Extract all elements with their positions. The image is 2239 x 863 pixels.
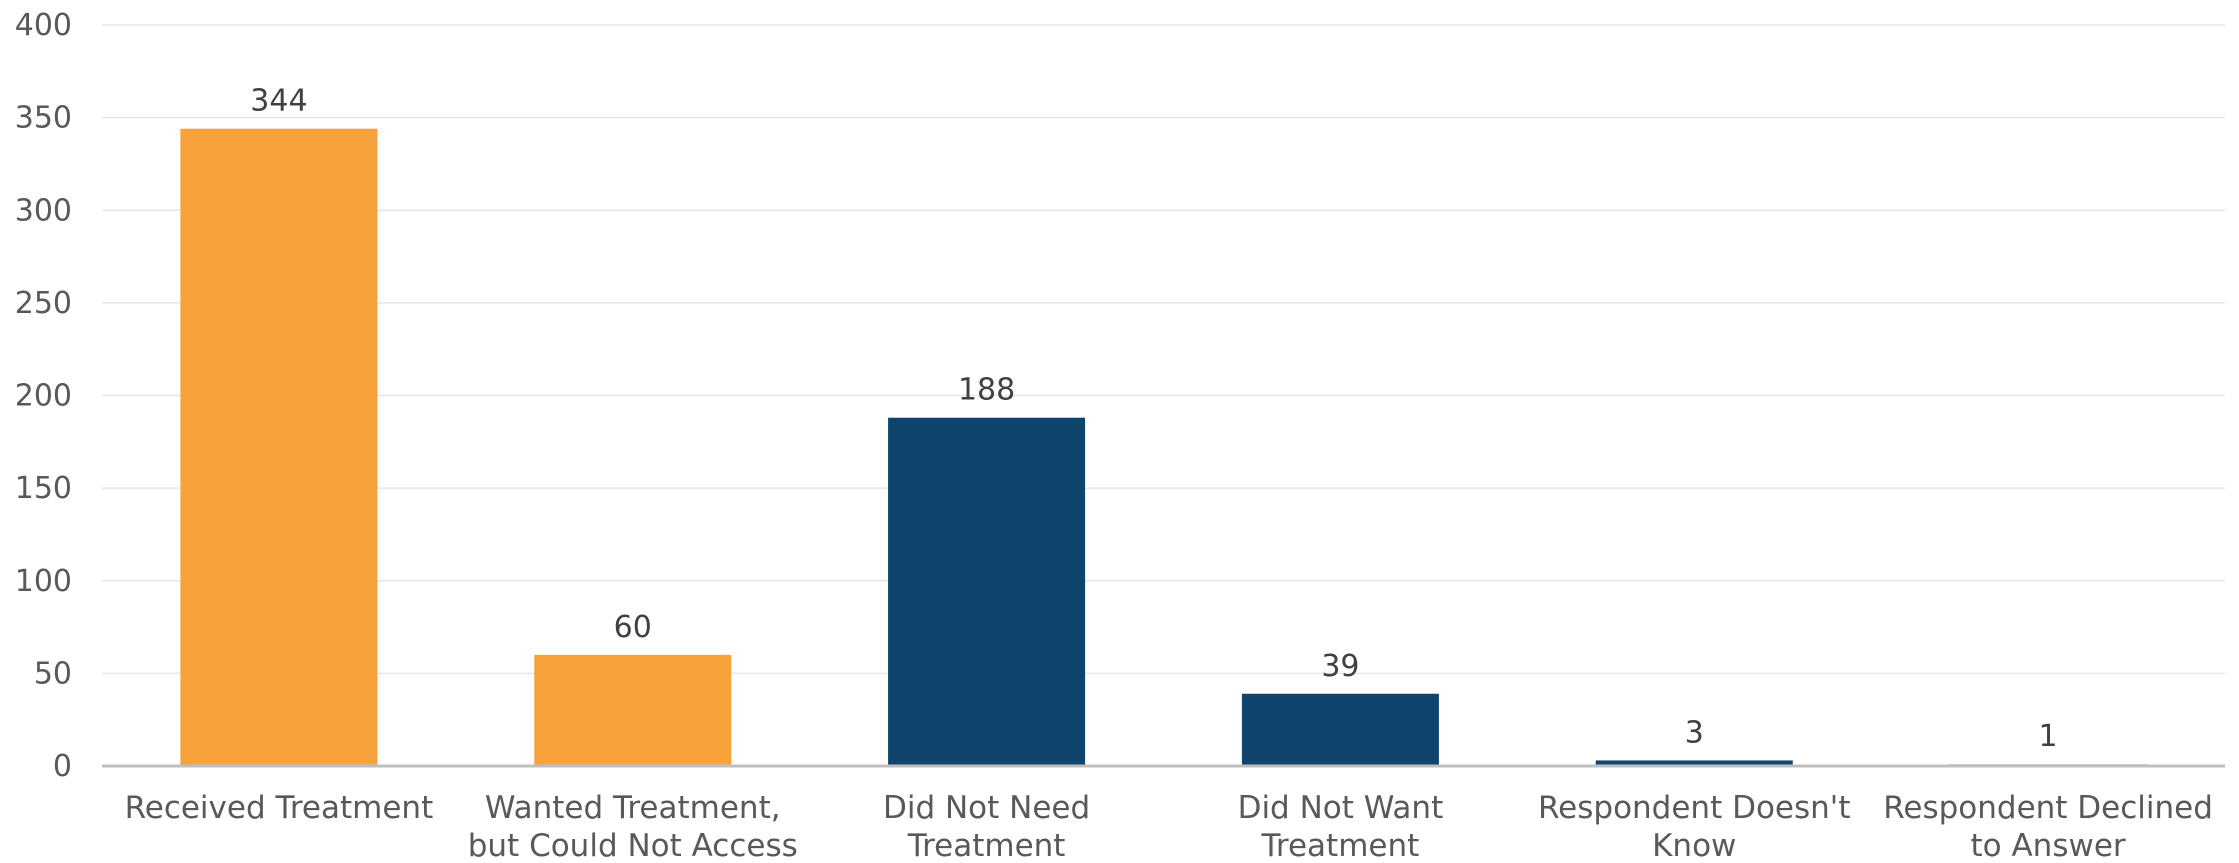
bar — [180, 128, 378, 767]
data-labels: 344 60 188 39 3 1 — [250, 84, 2057, 754]
x-axis-ticks: Received Treatment Wanted Treatment, but C… — [125, 790, 2213, 863]
data-label: 344 — [250, 84, 307, 119]
data-label: 60 — [614, 610, 652, 645]
data-label: 1 — [2039, 719, 2058, 754]
x-tick-label-line: Did Not Need — [883, 790, 1090, 826]
y-tick-label: 300 — [15, 193, 72, 228]
x-tick-label-line: Did Not Want — [1238, 790, 1444, 826]
data-label: 3 — [1685, 715, 1704, 750]
y-axis-ticks: 0 50 100 150 200 250 300 350 400 — [15, 8, 72, 784]
x-tick-label-line: Respondent Doesn't — [1538, 790, 1850, 826]
y-tick-label: 400 — [15, 8, 72, 43]
y-tick-label: 150 — [15, 471, 72, 506]
y-tick-label: 350 — [15, 101, 72, 136]
bar — [1241, 693, 1439, 766]
x-tick-label: Received Treatment — [125, 790, 434, 826]
data-label: 39 — [1321, 649, 1359, 684]
bars — [180, 128, 2147, 767]
y-tick-label: 100 — [15, 564, 72, 599]
x-tick-label-line: Wanted Treatment, — [485, 790, 781, 826]
x-tick-label-line: Received Treatment — [125, 790, 434, 826]
y-tick-label: 0 — [53, 749, 72, 784]
x-tick-label: Did Not Want Treatment — [1238, 790, 1444, 859]
x-tick-label-line: Respondent Declined — [1883, 790, 2213, 826]
x-tick-label-line: Know — [1652, 828, 1736, 859]
y-tick-label: 50 — [34, 656, 72, 691]
bar — [534, 654, 732, 766]
bar — [1595, 760, 1793, 766]
y-tick-label: 250 — [15, 286, 72, 321]
bar — [888, 417, 1086, 766]
x-tick-label: Did Not Need Treatment — [883, 790, 1090, 859]
data-label: 188 — [958, 373, 1015, 408]
y-tick-label: 200 — [15, 379, 72, 414]
x-tick-label-line: Treatment — [907, 828, 1066, 859]
x-tick-label-line: to Answer — [1971, 828, 2126, 859]
x-tick-label-line: Treatment — [1261, 828, 1420, 859]
x-tick-label: Wanted Treatment, but Could Not Access — [468, 790, 798, 859]
gridlines — [102, 24, 2225, 675]
x-tick-label: Respondent Doesn't Know — [1538, 790, 1850, 859]
x-tick-label-line: but Could Not Access — [468, 828, 798, 859]
x-tick-label: Respondent Declined to Answer — [1883, 790, 2213, 859]
